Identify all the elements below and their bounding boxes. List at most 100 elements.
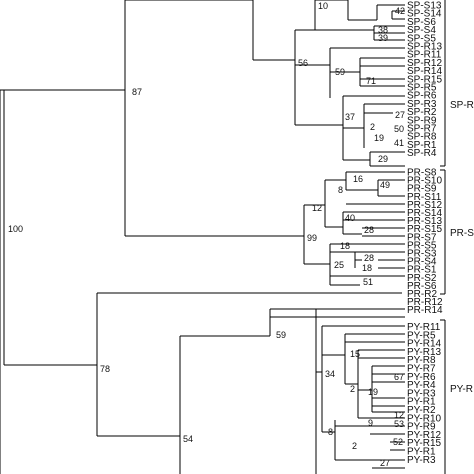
leaf-label: SP-S4 [407, 25, 436, 36]
bootstrap-py-j: 2 [352, 441, 357, 451]
bootstrap-r11: 59 [335, 67, 345, 77]
bootstrap-s6: 38 [378, 25, 388, 35]
leaf-label: SP-R3 [407, 99, 437, 110]
bootstrap-pr-s7: 18 [340, 241, 350, 251]
group-label-pr-s: PR-S [450, 228, 474, 239]
bootstrap-py-g: 12 [394, 410, 404, 420]
leaf-label: PY-R4 [407, 380, 436, 391]
leaf-label: PY-R14 [407, 339, 442, 350]
leaf-label: PY-R1 [407, 397, 436, 408]
bootstrap-r2: 2 [370, 122, 375, 132]
bootstrap-r8: 41 [394, 138, 404, 148]
group-bracket-sp-r: SP-R [440, 0, 474, 167]
bootstrap-sp-clade: 87 [132, 87, 142, 97]
leaf-label: PY-R6 [407, 372, 436, 383]
leaf-label: SP-R9 [407, 115, 437, 126]
leaf-label: PR-S10 [407, 176, 442, 187]
bootstrap-py-d: 2 [350, 384, 355, 394]
leaf-label: PY-R7 [407, 364, 436, 375]
leaf-label: PY-R3 [407, 455, 436, 466]
leaf-label: SP-S14 [407, 9, 442, 20]
leaf-label: PR-S6 [407, 281, 437, 292]
leaf-label: SP-R2 [407, 107, 437, 118]
leaf-label: PR-S13 [407, 216, 442, 227]
group-bracket-pr-s: PR-S [440, 169, 474, 295]
leaf-label: PY-R8 [407, 355, 436, 366]
leaf-label: PR-S7 [407, 232, 437, 243]
leaf-label: PY-R13 [407, 347, 442, 358]
bootstrap-pr-s8: 16 [353, 174, 363, 184]
bootstrap-py-i: 9 [368, 418, 373, 428]
bootstrap-pr-s2: 51 [363, 277, 373, 287]
bootstrap-r7: 19 [374, 133, 384, 143]
sp-leaf-labels: SP-S13SP-S14SP-S6SP-S4SP-S5SP-R13SP-R11S… [407, 1, 442, 160]
leaf-label: PY-R12 [407, 430, 442, 441]
leaf-label: PY-R11 [407, 322, 441, 333]
bootstrap-pr-s3: 18 [362, 263, 372, 273]
py-leaf-labels: PY-R11PY-R5PY-R14PY-R13PY-R8PY-R7PY-R6PY… [407, 322, 442, 466]
bootstrap-py-k: 8 [328, 427, 333, 437]
leaf-label: PY-R5 [407, 330, 436, 341]
bootstrap-pr-s15: 28 [364, 225, 374, 235]
bootstrap-py-m: 52 [393, 437, 403, 447]
bootstrap-s13: 42 [395, 6, 405, 16]
leaf-label: PR-S2 [407, 273, 437, 284]
bootstrap-py-c: 15 [350, 349, 360, 359]
leaf-label: PR-S3 [407, 249, 437, 260]
leaf-label: SP-S5 [407, 33, 436, 44]
leaf-label: PR-S1 [407, 265, 437, 276]
leaf-label: SP-R15 [407, 74, 442, 85]
leaf-label: SP-R1 [407, 140, 437, 151]
leaf-label: SP-R14 [407, 66, 442, 77]
leaf-label: SP-R7 [407, 124, 437, 135]
bootstrap-pr-top: 12 [312, 203, 322, 213]
bootstrap-py-h: 53 [394, 419, 404, 429]
leaf-label: SP-R8 [407, 132, 437, 143]
leaf-label: PR-R14 [407, 305, 443, 316]
bootstrap-r14: 71 [366, 76, 376, 86]
bootstrap-pr-clade: 99 [307, 233, 317, 243]
leaf-label: PR-S14 [407, 208, 442, 219]
group-label-py-r: PY-R [450, 384, 473, 395]
leaf-label: PR-S9 [407, 184, 437, 195]
bootstrap-py-b: 34 [325, 369, 335, 379]
leaf-label: PR-S12 [407, 200, 442, 211]
leaf-label: SP-R5 [407, 83, 437, 94]
bootstrap-lower: 78 [100, 364, 110, 374]
leaf-label: SP-R12 [407, 58, 442, 69]
leaf-label: PY-R10 [407, 413, 442, 424]
leaf-label: PY-R2 [407, 405, 436, 416]
bootstrap-py-f: 19 [368, 387, 378, 397]
bootstrap-pr-s5: 25 [334, 260, 344, 270]
bootstrap-r1: 29 [378, 154, 388, 164]
bootstrap-pr-s14: 40 [345, 213, 355, 223]
bootstrap-py-n: 27 [380, 458, 390, 468]
leaf-label: SP-R11 [407, 50, 442, 61]
leaf-label: PY-R1 [407, 447, 436, 458]
leaf-label: PR-S8 [407, 168, 437, 179]
leaf-label: PR-S4 [407, 257, 437, 268]
group-bracket-py-r: PY-R [440, 319, 473, 474]
bootstrap-pr-s4: 28 [364, 253, 374, 263]
bootstrap-root: 100 [8, 224, 23, 234]
bootstrap-py-l: 54 [183, 434, 193, 444]
bootstrap-py-top: 59 [276, 330, 286, 340]
leaf-label: PR-S11 [407, 192, 442, 203]
leaf-label: PY-R3 [407, 388, 436, 399]
bootstrap-py-e: 67 [394, 372, 404, 382]
bootstrap-pr-s9: 49 [380, 180, 390, 190]
group-label-sp-r: SP-R [450, 100, 474, 111]
bootstrap-sp-r: 37 [345, 112, 355, 122]
leaf-label: SP-R4 [407, 148, 437, 159]
pr-leaf-labels: PR-S8PR-S10PR-S9PR-S11PR-S12PR-S14PR-S13… [407, 168, 443, 317]
leaf-label: PY-R9 [407, 422, 436, 433]
bootstrap-pr-s10: 8 [338, 185, 343, 195]
leaf-label: PR-R2 [407, 289, 437, 300]
leaf-label: SP-R6 [407, 91, 437, 102]
leaf-label: SP-S6 [407, 17, 436, 28]
bootstrap-s4: 39 [378, 33, 388, 43]
leaf-label: PR-S5 [407, 240, 437, 251]
leaf-label: PR-S15 [407, 224, 442, 235]
bootstrap-r9: 50 [394, 124, 404, 134]
